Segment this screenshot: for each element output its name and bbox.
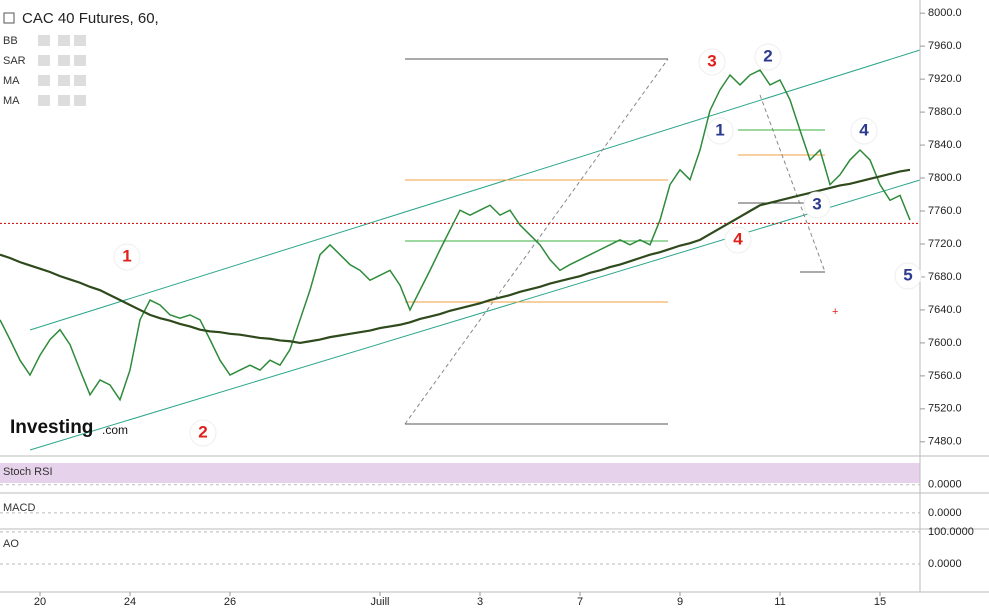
indicator-button[interactable] — [58, 75, 70, 86]
x-tick-label: 15 — [874, 596, 886, 608]
y-tick-label: 8000.0 — [928, 7, 962, 19]
indicator-button[interactable] — [58, 95, 70, 106]
y-tick-label: 7600.0 — [928, 337, 962, 349]
annotation-bubble — [113, 243, 141, 271]
x-tick-label: 9 — [677, 596, 683, 608]
x-tick-label: 3 — [477, 596, 483, 608]
y-tick-label: 100.0000 — [928, 526, 974, 538]
indicator-label: MA — [3, 75, 20, 87]
indicator-button[interactable] — [38, 55, 50, 66]
y-tick-label: 0.0000 — [928, 479, 962, 491]
indicator-button[interactable] — [58, 55, 70, 66]
y-tick-label: 7680.0 — [928, 271, 962, 283]
pane-label: AO — [3, 538, 19, 550]
drawing-line — [759, 94, 826, 273]
annotation-bubble — [754, 43, 782, 71]
y-tick-label: 7560.0 — [928, 370, 962, 382]
annotation-bubble — [706, 117, 734, 145]
x-tick-label: 24 — [124, 596, 136, 608]
channel-lower — [29, 179, 921, 451]
y-tick-label: 7720.0 — [928, 238, 962, 250]
watermark: Investing — [10, 417, 93, 438]
price-line — [0, 69, 911, 402]
annotation-bubble — [189, 419, 217, 447]
pane-label: Stoch RSI — [3, 466, 53, 478]
wave-label: 4 — [859, 120, 869, 139]
annotation-bubble — [803, 191, 831, 219]
indicator-button[interactable] — [38, 35, 50, 46]
wave-label: 4 — [733, 229, 743, 248]
chart-title: CAC 40 Futures, 60, — [22, 10, 159, 27]
y-tick-label: 0.0000 — [928, 558, 962, 570]
indicator-label: BB — [3, 35, 18, 47]
annotation-bubble — [724, 226, 752, 254]
channel-upper — [29, 49, 921, 331]
x-tick-label: 7 — [577, 596, 583, 608]
x-tick-label: Juill — [371, 596, 390, 608]
wave-label: 3 — [812, 194, 821, 213]
indicator-button[interactable] — [74, 75, 86, 86]
y-tick-label: 7520.0 — [928, 403, 962, 415]
ma-line — [0, 168, 911, 345]
y-tick-label: 7760.0 — [928, 205, 962, 217]
wave-label: 1 — [715, 120, 724, 139]
y-tick-label: 7640.0 — [928, 304, 962, 316]
wave-label: 1 — [122, 246, 131, 265]
x-tick-label: 20 — [34, 596, 46, 608]
watermark-suffix: .com — [102, 423, 128, 437]
y-tick-label: 7840.0 — [928, 139, 962, 151]
indicator-button[interactable] — [38, 75, 50, 86]
y-tick-label: 7960.0 — [928, 40, 962, 52]
indicator-button[interactable] — [74, 35, 86, 46]
annotation-bubble — [698, 48, 726, 76]
annotation-bubble — [894, 262, 922, 290]
indicator-button[interactable] — [38, 95, 50, 106]
collapse-icon[interactable] — [3, 12, 15, 24]
indicator-label: SAR — [3, 55, 26, 67]
stoch-band — [0, 463, 920, 483]
cursor: + — [832, 306, 838, 318]
y-tick-label: 7480.0 — [928, 436, 962, 448]
indicator-label: MA — [3, 95, 20, 107]
y-tick-label: 7920.0 — [928, 73, 962, 85]
wave-label: 2 — [198, 422, 207, 441]
x-tick-label: 11 — [774, 596, 785, 608]
y-tick-label: 7880.0 — [928, 106, 962, 118]
y-tick-label: 7800.0 — [928, 172, 962, 184]
indicator-button[interactable] — [58, 35, 70, 46]
annotation-bubble — [850, 117, 878, 145]
x-tick-label: 26 — [224, 596, 236, 608]
y-tick-label: 0.0000 — [928, 507, 962, 519]
wave-label: 2 — [763, 46, 772, 65]
pane-label: MACD — [3, 502, 35, 514]
indicator-button[interactable] — [74, 55, 86, 66]
indicator-button[interactable] — [74, 95, 86, 106]
wave-label: 5 — [903, 265, 912, 284]
wave-label: 3 — [707, 51, 716, 70]
